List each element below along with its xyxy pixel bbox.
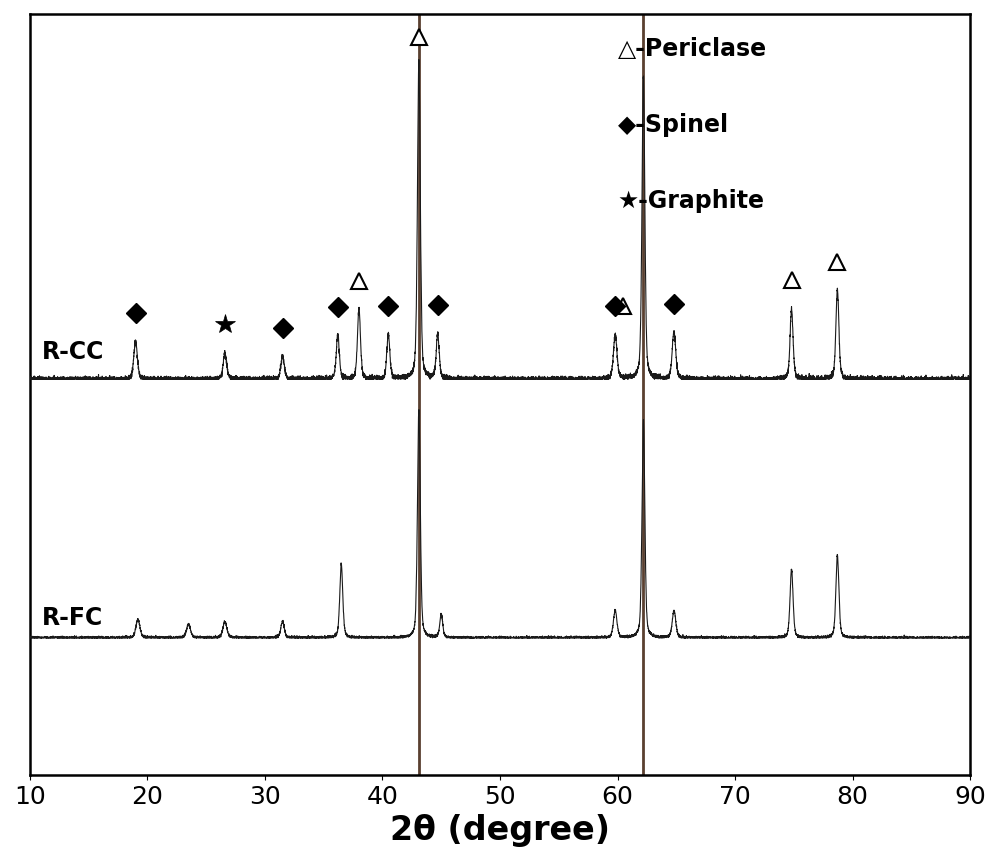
Text: △-Periclase: △-Periclase [618, 37, 767, 61]
X-axis label: 2θ (degree): 2θ (degree) [390, 815, 610, 847]
Text: ★-Graphite: ★-Graphite [618, 189, 765, 213]
Text: R-FC: R-FC [42, 606, 103, 630]
Text: R-CC: R-CC [42, 340, 104, 364]
Text: ◆-Spinel: ◆-Spinel [618, 113, 729, 137]
